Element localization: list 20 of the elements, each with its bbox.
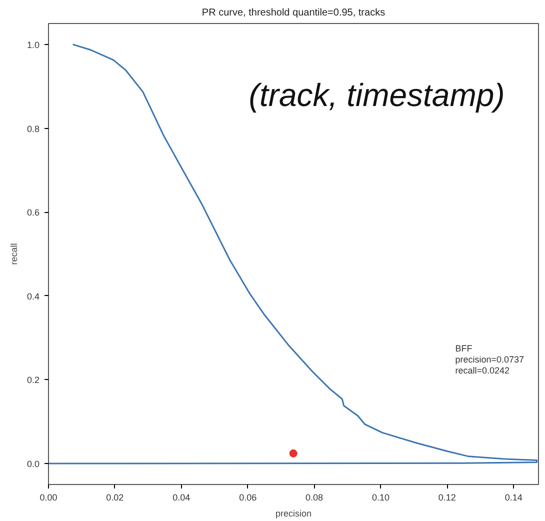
line-series	[48, 44, 538, 464]
annotation: BFF precision=0.0737 recall=0.0242	[455, 344, 524, 376]
y-tick-label: 0.6	[26, 208, 40, 218]
annotation: (track, timestamp)	[248, 76, 505, 113]
y-tick-label: 1.0	[26, 40, 40, 50]
chart-title: PR curve, threshold quantile=0.95, tracks	[202, 8, 386, 18]
y-tick-label: 0.4	[26, 291, 40, 302]
x-axis-title: precision	[275, 508, 312, 518]
y-tick-label: 0.0	[26, 459, 40, 470]
y-axis-title: recall	[8, 243, 19, 265]
x-tick-label: 0.02	[106, 492, 124, 502]
x-tick-label: 0.10	[372, 492, 390, 502]
y-tick-label: 0.2	[26, 375, 40, 386]
x-tick-label: 0.04	[172, 492, 190, 502]
x-tick-label: 0.06	[239, 492, 257, 502]
x-tick-label: 0.14	[504, 492, 522, 502]
y-tick-label: 0.8	[26, 124, 40, 134]
x-tick-label: 0.12	[438, 492, 456, 502]
x-tick-label: 0.08	[306, 492, 324, 502]
x-tick-label: 0.00	[40, 492, 58, 502]
